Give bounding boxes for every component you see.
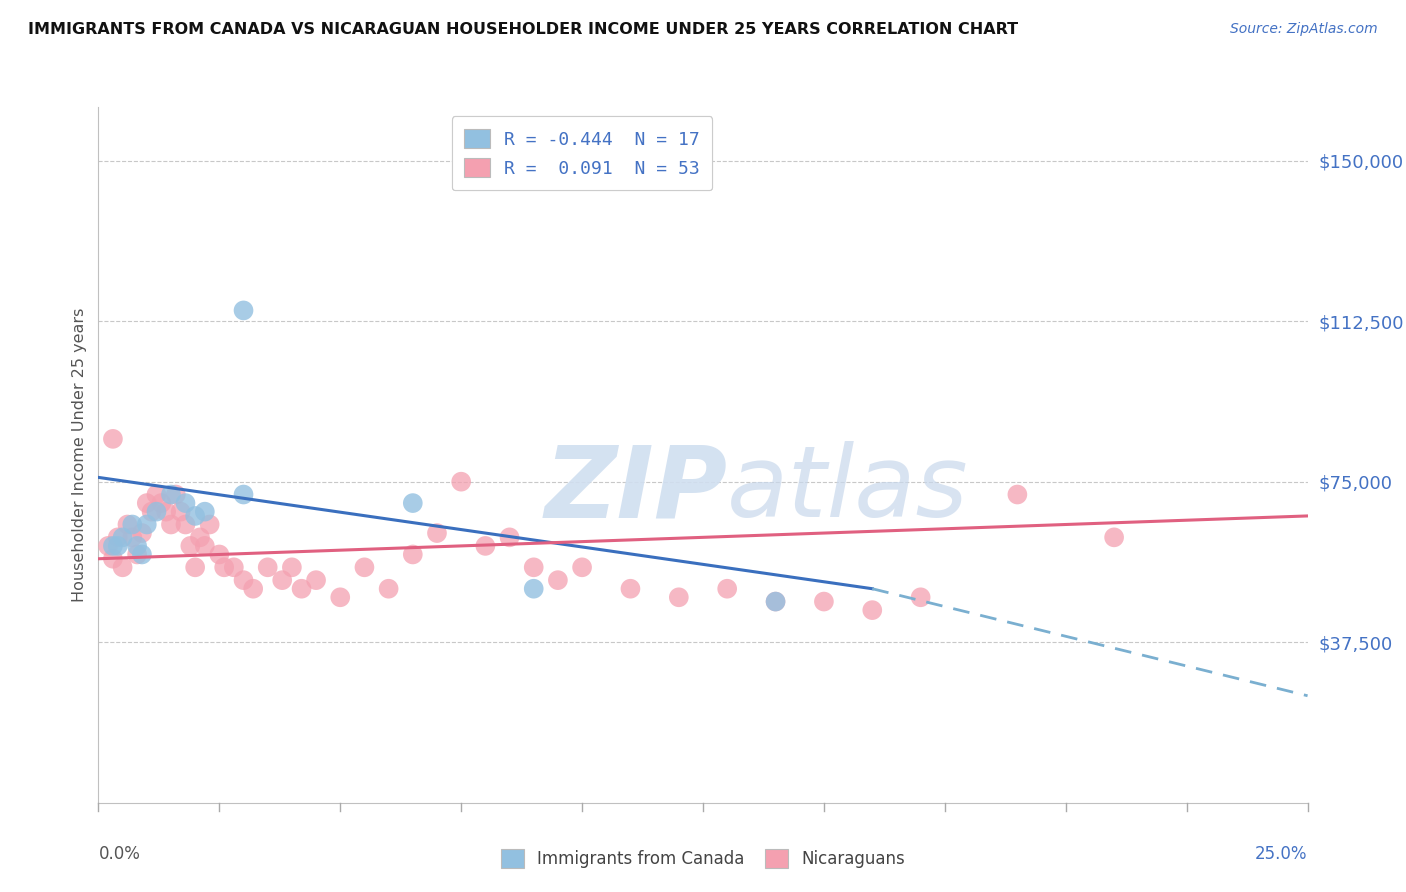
- Y-axis label: Householder Income Under 25 years: Householder Income Under 25 years: [72, 308, 87, 602]
- Point: [813, 594, 835, 608]
- Point: [184, 508, 207, 523]
- Point: [860, 603, 883, 617]
- Point: [668, 591, 690, 605]
- Point: [198, 517, 221, 532]
- Point: [160, 487, 183, 501]
- Point: [121, 517, 143, 532]
- Point: [910, 591, 932, 605]
- Point: [523, 560, 546, 574]
- Point: [141, 505, 163, 519]
- Point: [426, 526, 449, 541]
- Point: [174, 517, 197, 532]
- Text: 25.0%: 25.0%: [1256, 845, 1308, 863]
- Point: [353, 560, 375, 574]
- Point: [179, 539, 201, 553]
- Point: [188, 530, 211, 544]
- Point: [107, 530, 129, 544]
- Point: [1102, 530, 1125, 544]
- Point: [523, 582, 546, 596]
- Point: [271, 573, 294, 587]
- Point: [208, 548, 231, 562]
- Point: [121, 530, 143, 544]
- Point: [160, 517, 183, 532]
- Point: [1007, 487, 1029, 501]
- Point: [281, 560, 304, 574]
- Point: [127, 539, 149, 553]
- Point: [145, 487, 167, 501]
- Text: ZIP: ZIP: [544, 442, 727, 538]
- Point: [498, 530, 520, 544]
- Point: [571, 560, 593, 574]
- Point: [450, 475, 472, 489]
- Point: [107, 539, 129, 553]
- Point: [101, 432, 124, 446]
- Point: [290, 582, 312, 596]
- Point: [716, 582, 738, 596]
- Point: [169, 505, 191, 519]
- Point: [765, 594, 787, 608]
- Point: [222, 560, 245, 574]
- Point: [547, 573, 569, 587]
- Point: [174, 496, 197, 510]
- Point: [194, 505, 217, 519]
- Point: [165, 487, 187, 501]
- Point: [101, 551, 124, 566]
- Point: [145, 505, 167, 519]
- Point: [232, 487, 254, 501]
- Point: [150, 496, 173, 510]
- Point: [474, 539, 496, 553]
- Point: [377, 582, 399, 596]
- Point: [619, 582, 641, 596]
- Point: [135, 517, 157, 532]
- Point: [131, 548, 153, 562]
- Point: [232, 573, 254, 587]
- Point: [111, 530, 134, 544]
- Text: 0.0%: 0.0%: [98, 845, 141, 863]
- Point: [97, 539, 120, 553]
- Legend: Immigrants from Canada, Nicaraguans: Immigrants from Canada, Nicaraguans: [494, 843, 912, 875]
- Point: [242, 582, 264, 596]
- Point: [765, 594, 787, 608]
- Point: [212, 560, 235, 574]
- Point: [402, 496, 425, 510]
- Point: [305, 573, 328, 587]
- Point: [155, 505, 177, 519]
- Point: [232, 303, 254, 318]
- Point: [329, 591, 352, 605]
- Point: [131, 526, 153, 541]
- Text: IMMIGRANTS FROM CANADA VS NICARAGUAN HOUSEHOLDER INCOME UNDER 25 YEARS CORRELATI: IMMIGRANTS FROM CANADA VS NICARAGUAN HOU…: [28, 22, 1018, 37]
- Text: Source: ZipAtlas.com: Source: ZipAtlas.com: [1230, 22, 1378, 37]
- Point: [127, 548, 149, 562]
- Point: [135, 496, 157, 510]
- Point: [256, 560, 278, 574]
- Legend: R = -0.444  N = 17, R =  0.091  N = 53: R = -0.444 N = 17, R = 0.091 N = 53: [451, 116, 713, 190]
- Point: [101, 539, 124, 553]
- Point: [194, 539, 217, 553]
- Point: [117, 517, 139, 532]
- Point: [402, 548, 425, 562]
- Point: [184, 560, 207, 574]
- Point: [111, 560, 134, 574]
- Text: atlas: atlas: [727, 442, 969, 538]
